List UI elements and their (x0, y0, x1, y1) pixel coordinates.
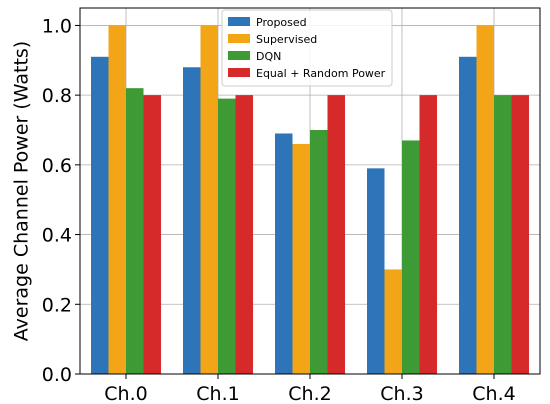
y-tick-label: 0.8 (42, 85, 72, 107)
bar-equal-random-power-ch3 (419, 95, 437, 375)
legend-label: Equal + Random Power (256, 67, 386, 80)
bar-supervised-ch2 (292, 143, 310, 374)
legend-label: Supervised (256, 33, 317, 46)
bar-supervised-ch0 (108, 25, 126, 375)
bar-proposed-ch4 (459, 56, 477, 375)
x-tick-label: Ch.0 (104, 383, 147, 404)
bar-equal-random-power-ch2 (327, 95, 345, 375)
y-tick-label: 1.0 (42, 15, 72, 37)
legend: Proposed Supervised DQN Equal + Random Powe… (221, 9, 393, 87)
bar-dqn-ch0 (126, 88, 144, 375)
y-tick-label: 0.0 (42, 364, 72, 386)
bar-proposed-ch3 (367, 168, 385, 374)
bar-equal-random-power-ch0 (143, 95, 161, 375)
y-axis: 0.0 0.2 0.4 0.6 0.8 1.0 (42, 15, 80, 386)
bar-dqn-ch3 (402, 140, 420, 374)
bar-supervised-ch3 (384, 269, 402, 374)
bar-supervised-ch4 (476, 25, 494, 375)
legend-swatch (228, 51, 250, 60)
legend-label: Proposed (256, 16, 307, 29)
bar-proposed-ch2 (275, 133, 293, 374)
legend-swatch (228, 34, 250, 43)
y-tick-label: 0.6 (42, 155, 72, 177)
bar-dqn-ch4 (494, 95, 512, 375)
bar-proposed-ch0 (91, 56, 109, 375)
legend-label: DQN (256, 50, 281, 63)
x-axis: Ch.0 Ch.1 Ch.2 Ch.3 Ch.4 (104, 374, 516, 404)
legend-box (221, 9, 393, 87)
bar-equal-random-power-ch4 (511, 95, 529, 375)
x-tick-label: Ch.1 (196, 383, 239, 404)
y-axis-title: Average Channel Power (Watts) (11, 41, 33, 341)
legend-swatch (228, 68, 250, 77)
x-tick-label: Ch.2 (288, 383, 331, 404)
y-tick-label: 0.4 (42, 225, 72, 247)
bar-dqn-ch1 (218, 98, 236, 374)
bar-supervised-ch1 (200, 25, 218, 375)
bar-proposed-ch1 (183, 67, 201, 374)
x-tick-label: Ch.3 (380, 383, 423, 404)
bar-equal-random-power-ch1 (235, 95, 253, 375)
bar-dqn-ch2 (310, 130, 328, 374)
legend-swatch (228, 17, 250, 26)
bars (91, 25, 529, 375)
x-tick-label: Ch.4 (472, 383, 515, 404)
y-tick-label: 0.2 (42, 294, 72, 316)
